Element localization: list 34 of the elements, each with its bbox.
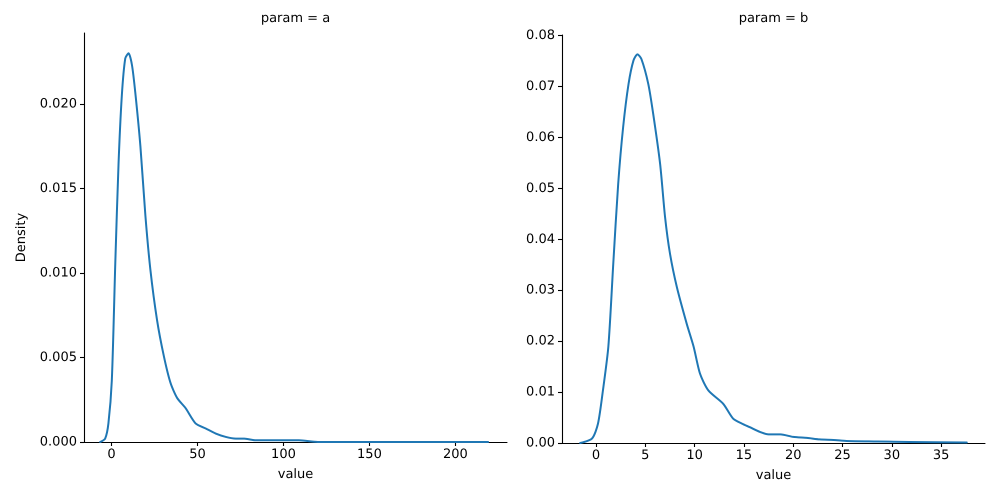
y-tick-label: 0.00: [526, 436, 555, 450]
y-tick-label: 0.07: [526, 78, 555, 94]
y-tick-label: 0.000: [40, 434, 77, 450]
x-tick-label: 10: [686, 448, 703, 463]
y-tick-label: 0.005: [40, 350, 77, 365]
x-tick-label: 50: [189, 447, 206, 462]
y-tick-label: 0.05: [526, 180, 555, 196]
y-tick-label: 0.06: [526, 130, 555, 145]
y-tick-label: 0.04: [526, 232, 555, 247]
y-axis-title: Density: [14, 212, 29, 262]
y-tick-label: 0.01: [526, 384, 555, 400]
x-tick-label: 15: [736, 448, 752, 463]
x-tick-label: 0: [592, 448, 600, 463]
x-tick-label: 150: [357, 447, 382, 462]
line-series: [579, 53, 968, 444]
x-tick-label: 200: [443, 447, 468, 462]
y-tick-label: 0.02: [526, 334, 555, 349]
x-tick-label: 35: [932, 448, 950, 463]
x-tick-label: 20: [784, 448, 802, 463]
x-tick-label: 100: [271, 447, 296, 462]
y-tick-label: 0.015: [40, 180, 77, 196]
x-axis-title: value: [756, 468, 792, 483]
chart-title: param = b: [738, 11, 808, 26]
x-tick-label: 0: [107, 447, 116, 462]
y-tick-label: 0.020: [40, 96, 77, 112]
x-tick-label: 30: [884, 448, 900, 463]
y-tick-label: 0.010: [40, 265, 77, 280]
x-tick-label: 5: [641, 448, 650, 463]
y-tick-label: 0.03: [526, 282, 555, 298]
chart-title: param = a: [260, 11, 330, 26]
x-tick-label: 25: [834, 448, 851, 463]
y-tick-label: 0.08: [526, 28, 555, 44]
line-series: [99, 52, 490, 443]
x-axis-title: value: [278, 467, 314, 482]
